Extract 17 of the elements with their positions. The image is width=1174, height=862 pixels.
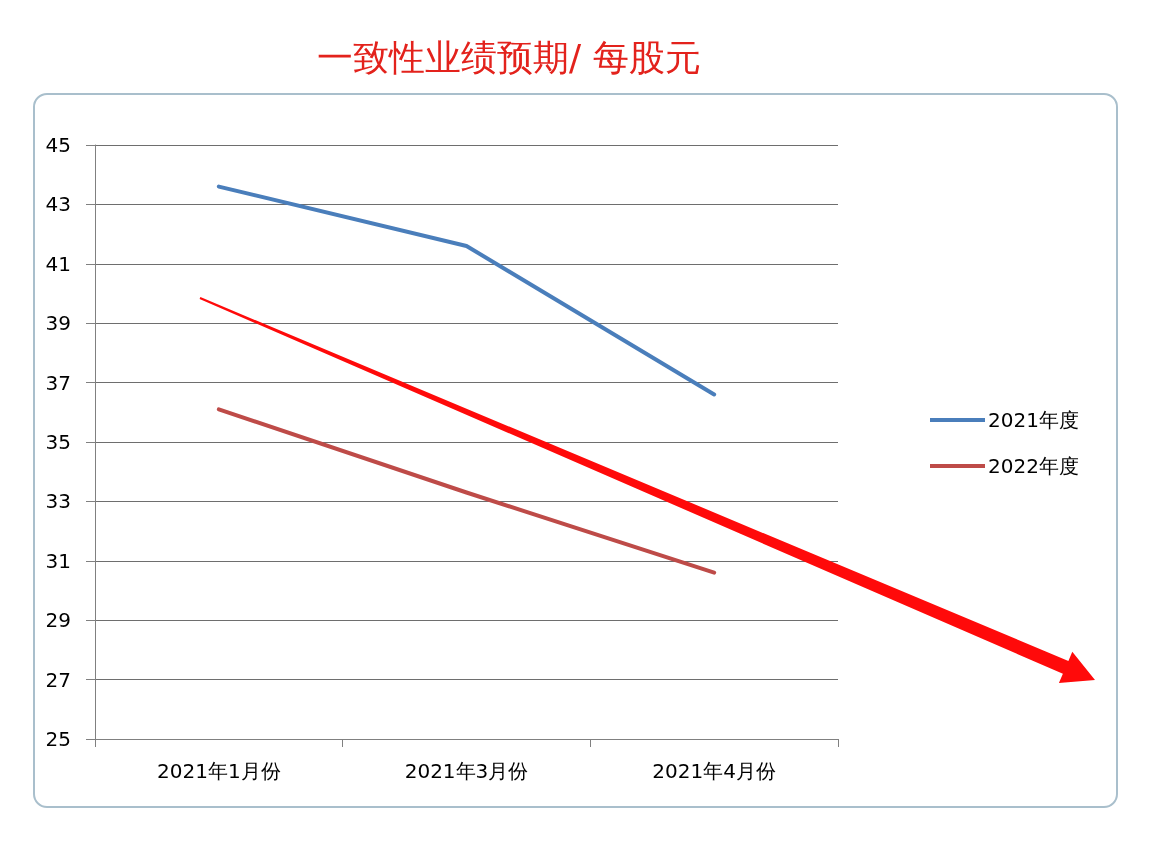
y-tick-label: 41 [45,251,71,276]
x-tick-label: 2021年1月份 [157,759,281,783]
y-tick-label: 33 [45,489,71,514]
y-tick-label: 25 [45,727,71,751]
x-tick-label: 2021年3月份 [404,759,529,783]
chart-title: 一致性业绩预期/ 每股元 [317,36,701,78]
y-tick-label: 45 [45,133,71,157]
y-tick-label: 43 [45,192,71,217]
y-tick-label: 39 [45,311,71,336]
y-tick-label: 31 [45,548,71,573]
y-tick-label: 27 [45,667,71,692]
legend-label: 2021年度 [988,408,1079,432]
y-tick-label: 29 [45,608,71,633]
x-tick-label: 2021年4月份 [652,759,776,783]
y-tick-label: 37 [45,370,71,395]
y-tick-label: 35 [45,430,71,454]
legend-label: 2022年度 [988,454,1079,478]
